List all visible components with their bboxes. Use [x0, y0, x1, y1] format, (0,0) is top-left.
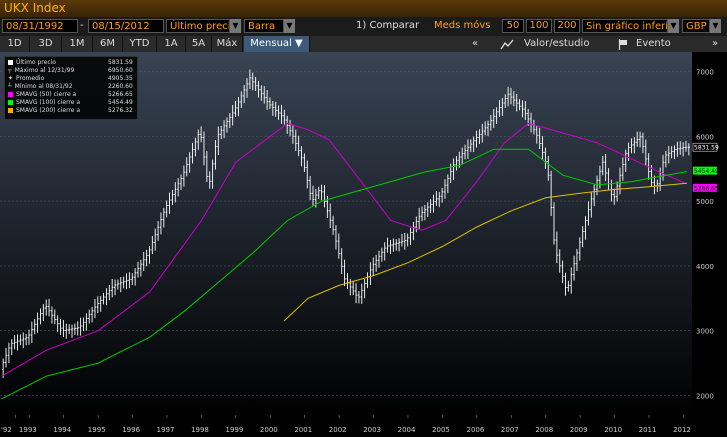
y-axis-area — [692, 52, 727, 437]
end-date-input[interactable]: 08/15/2012 — [88, 19, 164, 33]
window-titlebar: UKX Index — [0, 0, 727, 17]
date-separator: - — [80, 20, 84, 31]
y-tick-label: 4000 — [696, 263, 714, 271]
moving-average-line — [1, 148, 687, 400]
last-value-tag — [693, 166, 717, 175]
x-axis-area — [0, 415, 692, 437]
y-axis-ticks: 2000 3000 4000 5000 6000 7000 — [696, 68, 714, 400]
x-tick-label: 2001 — [294, 426, 312, 434]
x-tick-label: 1996 — [122, 426, 140, 434]
legend-item: ✦ Promedio 4905.35 — [8, 75, 133, 82]
legend-item: Último precio 5831.59 — [8, 59, 133, 67]
expand-button[interactable]: » — [712, 38, 719, 49]
controls-bar: 08/31/1992 - 08/15/2012 Último preci ▼ B… — [0, 17, 727, 36]
x-tick-label: 1995 — [88, 426, 106, 434]
moving-average-line — [1, 122, 687, 377]
x-tick-label: 1999 — [226, 426, 244, 434]
legend-item: SMAVG (50) cierre a 5266.65 — [8, 91, 133, 99]
frequency-select[interactable]: Mensual ▼ — [244, 36, 310, 52]
legend-swatch — [8, 108, 13, 113]
mavg-100-input[interactable]: 100 — [526, 19, 552, 33]
chart-style-select[interactable]: Barra — [244, 19, 284, 33]
window-title: UKX Index — [4, 1, 66, 15]
period-tab-1m[interactable]: 1M — [62, 36, 93, 52]
legend-item: ┬ Máximo al 12/31/99 6950.60 — [8, 67, 133, 74]
period-tab-1a[interactable]: 1A — [157, 36, 186, 52]
currency-dropdown-icon[interactable]: ▼ — [710, 19, 721, 33]
lower-chart-select[interactable]: Sin gráfico inferi — [582, 19, 668, 33]
compare-button[interactable]: 1) Comparar — [356, 20, 420, 31]
last-value-label: 5831.59 — [692, 142, 719, 152]
average-marker-icon: ✦ — [8, 75, 14, 82]
mavg-label: Meds móvs — [434, 20, 491, 31]
y-tick-label: 7000 — [696, 68, 714, 76]
x-tick-label: 1994 — [53, 426, 71, 434]
moving-average-line — [283, 182, 687, 322]
x-tick-label: 2008 — [535, 426, 553, 434]
x-tick-label: 2011 — [639, 426, 657, 434]
legend-item: ┴ Mínimo al 08/31/92 2260.60 — [8, 83, 133, 90]
period-tab-1d[interactable]: 1D — [0, 36, 30, 52]
last-value-label: 5266.65 — [693, 183, 719, 192]
event-button[interactable]: Evento — [636, 38, 671, 49]
line-chart-icon[interactable] — [500, 38, 514, 50]
last-value-text: 5266.65 — [694, 185, 719, 192]
currency-select[interactable]: GBP — [682, 19, 710, 33]
period-tab-3d[interactable]: 3D — [30, 36, 62, 52]
period-toolbar: 1D 3D 1M 6M YTD 1A 5A Máx Mensual ▼ « Va… — [0, 36, 727, 53]
x-tick-label: 2002 — [329, 426, 347, 434]
x-tick-label: 2009 — [570, 426, 588, 434]
last-value-tag — [692, 142, 718, 152]
low-marker-icon: ┴ — [8, 83, 12, 90]
mavg-50-input[interactable]: 50 — [502, 19, 524, 33]
period-tab-6m[interactable]: 6M — [93, 36, 123, 52]
legend: Último precio 5831.59 ┬ Máximo al 12/31/99… — [4, 56, 138, 120]
y-tick-label: 2000 — [696, 393, 714, 401]
x-tick-label: 2010 — [604, 426, 622, 434]
legend-swatch — [8, 92, 13, 97]
collapse-button[interactable]: « — [472, 38, 479, 49]
period-tab-5a[interactable]: 5A — [186, 36, 212, 52]
last-value-labels: 5831.59 5454.49 5266.65 — [692, 142, 719, 192]
legend-swatch — [8, 100, 13, 105]
price-bars — [1, 69, 691, 379]
x-tick-label: 2006 — [466, 426, 484, 434]
high-marker-icon: ┬ — [8, 67, 12, 74]
legend-item: SMAVG (100) cierre a 5454.49 — [8, 99, 133, 107]
y-tick-label: 3000 — [696, 328, 714, 336]
moving-averages — [1, 122, 687, 400]
x-tick-label: 1997 — [157, 426, 175, 434]
y-tick-label: 5000 — [696, 198, 714, 206]
period-tab-ytd[interactable]: YTD — [123, 36, 157, 52]
y-tick-label: 6000 — [696, 133, 714, 141]
x-tick-label: 2012 — [673, 426, 691, 434]
last-value-text: 5454.49 — [694, 168, 719, 175]
start-date-input[interactable]: 08/31/1992 — [2, 19, 78, 33]
legend-item: SMAVG (200) cierre a 5276.32 — [8, 107, 133, 115]
mavg-200-input[interactable]: 200 — [554, 19, 580, 33]
lower-chart-dropdown-icon[interactable]: ▼ — [668, 19, 679, 33]
value-study-button[interactable]: Valor/estudio — [524, 38, 590, 49]
x-tick-label: 2005 — [432, 426, 450, 434]
legend-swatch — [8, 60, 13, 65]
last-value-tag — [693, 183, 717, 192]
chart-style-dropdown-icon[interactable]: ▼ — [284, 19, 295, 33]
x-tick-label: 2007 — [501, 426, 519, 434]
period-tab-max[interactable]: Máx — [212, 36, 243, 52]
last-value-label: 5454.49 — [693, 166, 719, 175]
x-tick-label: 2000 — [260, 426, 278, 434]
x-tick-label: 1998 — [191, 426, 209, 434]
field-select[interactable]: Último preci — [166, 19, 230, 33]
gridlines — [0, 71, 692, 396]
last-value-text: 5831.59 — [694, 145, 719, 152]
flag-icon[interactable] — [618, 39, 628, 50]
field-dropdown-icon[interactable]: ▼ — [230, 19, 241, 33]
x-axis-ticks: '92 1993 1994 1995 1996 1997 1998 1999 2000 2001 2… — [1, 415, 691, 434]
x-tick-label: 1993 — [19, 426, 37, 434]
x-tick-label: 2003 — [363, 426, 381, 434]
x-tick-label: 2004 — [398, 426, 416, 434]
x-tick-label: '92 — [1, 426, 12, 434]
